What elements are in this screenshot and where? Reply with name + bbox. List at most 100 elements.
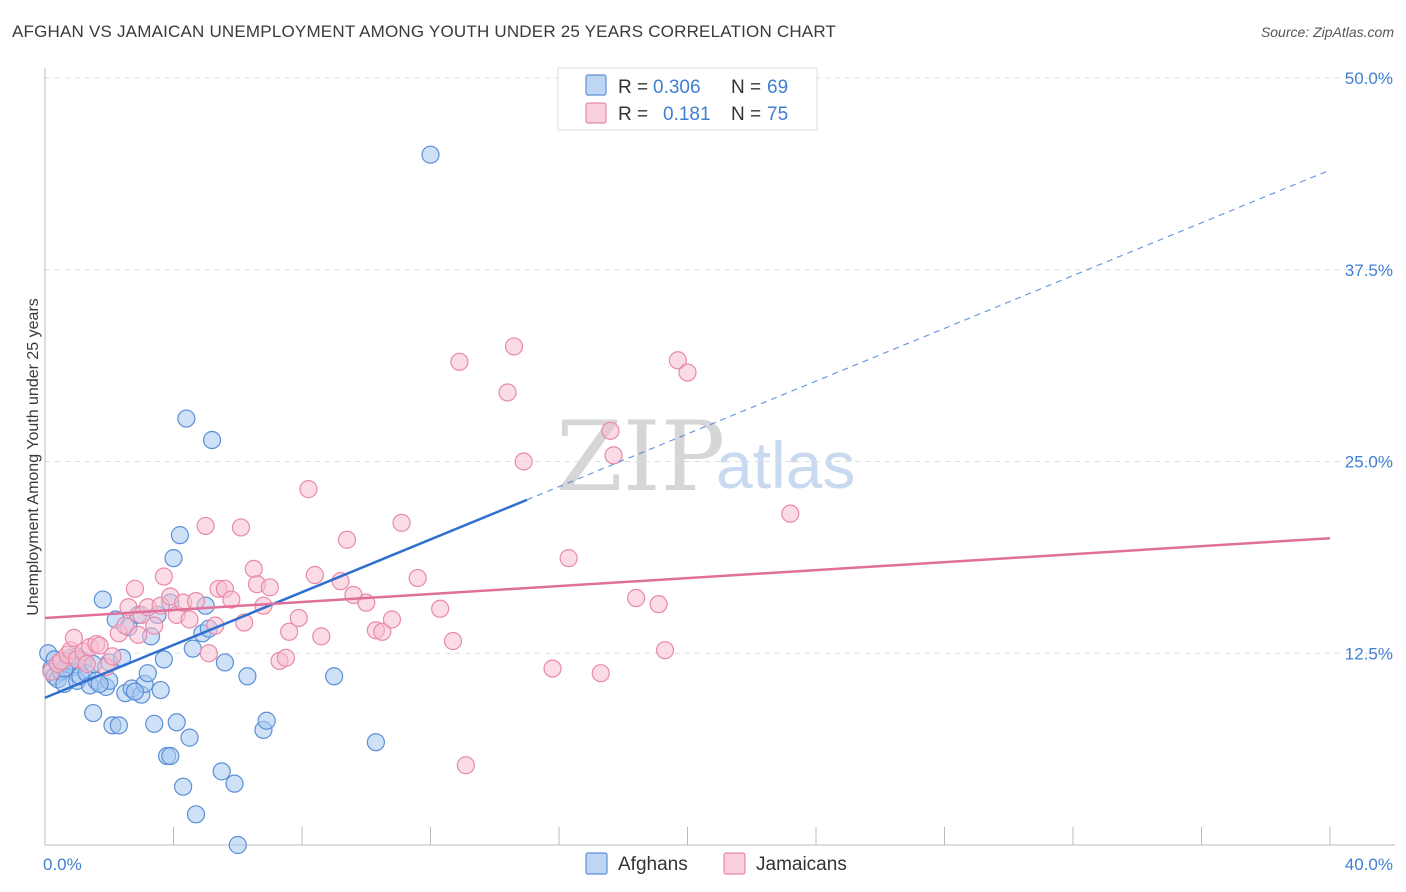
jamaican-point: [678, 363, 697, 382]
jamaican-point: [196, 516, 215, 536]
legend-bottom-afghan-label: Afghans: [618, 854, 688, 875]
x-tick-label: 40.0%: [1345, 855, 1393, 874]
afghan-point: [180, 728, 199, 747]
afghan-points: [39, 145, 440, 855]
y-tick-label: 12.5%: [1345, 644, 1393, 663]
legend-top: R = 0.306 N = 69 R = 0.181 N = 75: [557, 67, 818, 131]
afghan-point: [366, 733, 385, 752]
jamaican-trend-line: [44, 536, 1331, 620]
jamaican-point: [77, 654, 96, 674]
jamaican-point: [312, 627, 331, 646]
legend-jamaican-n-label: N =: [731, 104, 761, 125]
jamaican-point: [504, 337, 524, 356]
gridlines: [45, 77, 1395, 654]
legend-afghan-n-value: 69: [767, 77, 788, 98]
jamaican-point: [280, 622, 299, 641]
jamaican-point: [260, 578, 279, 597]
afghan-point: [186, 805, 206, 824]
y-tick-label: 37.5%: [1345, 261, 1393, 280]
jamaican-point: [103, 647, 122, 666]
afghan-point: [145, 714, 164, 733]
legend-jamaican-r-value: 0.181: [663, 104, 711, 125]
legend-afghan-r-value: 0.306: [653, 77, 701, 98]
jamaican-point: [591, 664, 610, 683]
trend-lines: [44, 169, 1331, 699]
jamaican-point: [305, 565, 324, 585]
afghan-point: [161, 746, 180, 766]
y-axis-label: Unemployment Among Youth under 25 years: [25, 298, 42, 616]
jamaican-point: [543, 659, 562, 678]
afghan-point: [151, 680, 170, 700]
jamaican-point: [129, 625, 148, 644]
jamaican-point: [222, 590, 241, 609]
jamaican-point: [601, 421, 620, 440]
legend-jamaican-n-value: 75: [767, 104, 788, 125]
afghan-point: [212, 762, 231, 781]
jamaican-point: [289, 608, 308, 628]
jamaican-point: [180, 610, 199, 629]
afghan-point: [238, 667, 257, 686]
watermark-atlas: atlas: [716, 428, 855, 502]
afghan-point: [167, 713, 186, 732]
jamaican-point: [145, 616, 164, 635]
jamaican-point: [154, 567, 173, 586]
jamaican-point: [443, 631, 463, 651]
jamaican-point: [244, 559, 263, 578]
y-tick-label: 25.0%: [1345, 453, 1393, 472]
legend-jamaican-r-label: R =: [618, 104, 648, 125]
afghan-point: [183, 639, 202, 658]
jamaican-point: [559, 549, 578, 568]
jamaican-point: [373, 622, 392, 641]
afghan-point: [164, 549, 183, 568]
afghan-point: [170, 526, 190, 545]
source-credit: Source: ZipAtlas.com: [1260, 24, 1394, 40]
jamaican-point: [498, 383, 517, 402]
afghan-trend-line: [44, 498, 528, 699]
jamaican-point: [337, 530, 357, 549]
y-tick-label: 50.0%: [1345, 69, 1393, 88]
axes: [44, 68, 1395, 846]
jamaican-points: [42, 337, 800, 775]
jamaican-point: [116, 616, 135, 635]
jamaican-point: [199, 644, 218, 663]
jamaican-point: [231, 518, 251, 537]
jamaican-point: [392, 513, 411, 532]
afghan-point: [421, 145, 440, 164]
y-tick-labels: 12.5% 25.0% 37.5% 50.0%: [1345, 69, 1393, 663]
afghan-point: [138, 664, 157, 683]
afghan-point: [84, 703, 103, 723]
x-tick-labels: 0.0% 40.0%: [43, 855, 1393, 874]
legend-bottom: Afghans Jamaicans: [585, 852, 847, 875]
jamaican-point: [125, 579, 145, 598]
jamaican-point: [626, 588, 646, 608]
jamaican-point: [781, 504, 800, 523]
jamaican-point: [431, 599, 450, 618]
x-tick-label: 0.0%: [43, 855, 82, 874]
afghan-point: [177, 409, 196, 428]
legend-bottom-jamaican-swatch: [723, 852, 746, 875]
jamaican-point: [450, 352, 469, 371]
legend-bottom-jamaican-label: Jamaicans: [756, 854, 847, 875]
afghan-trend-extension: [526, 169, 1331, 501]
watermark-zip: ZIP: [556, 401, 725, 513]
jamaican-point: [649, 595, 668, 614]
jamaican-point: [514, 452, 533, 471]
afghan-point: [257, 711, 276, 730]
legend-afghan-r-label: R =: [618, 77, 648, 98]
jamaican-point: [408, 568, 427, 588]
jamaican-point: [90, 636, 109, 655]
afghan-point: [109, 716, 128, 735]
afghan-point: [215, 653, 234, 672]
chart-title: AFGHAN VS JAMAICAN UNEMPLOYMENT AMONG YO…: [12, 22, 837, 41]
afghan-point: [174, 777, 193, 796]
legend-bottom-afghan-swatch: [585, 852, 608, 875]
jamaican-point: [64, 628, 84, 648]
jamaican-point: [382, 610, 402, 629]
afghan-point: [225, 774, 244, 793]
afghan-point: [93, 590, 112, 609]
afghan-point: [125, 682, 145, 701]
jamaican-point: [299, 480, 318, 499]
jamaican-point: [276, 648, 296, 667]
afghan-point: [202, 430, 222, 450]
